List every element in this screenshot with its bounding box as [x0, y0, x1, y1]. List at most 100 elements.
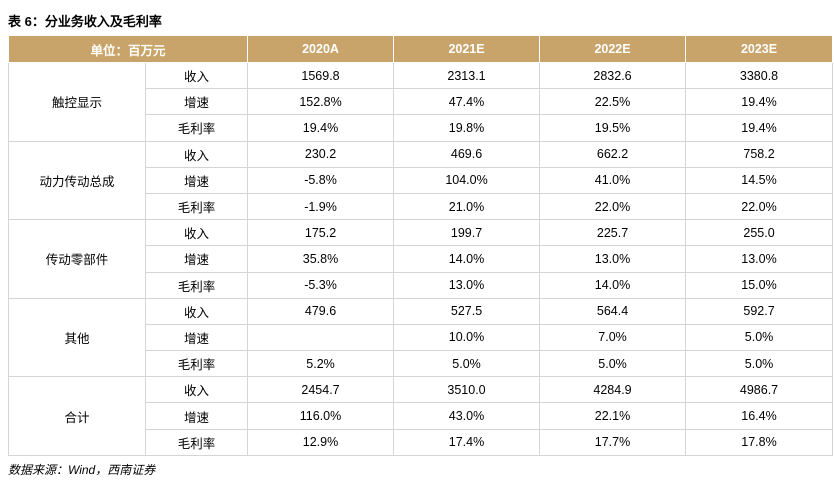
value-cell: 17.7%	[539, 428, 687, 456]
value-cell: 7.0%	[539, 323, 687, 352]
value-cell: 592.7	[685, 297, 834, 325]
header-cell: 2021E	[393, 35, 541, 63]
value-cell: 22.5%	[539, 88, 687, 116]
value-cell: 19.8%	[393, 114, 541, 142]
value-cell: 14.0%	[393, 245, 541, 273]
header-cell: 单位：百万元	[7, 35, 249, 63]
value-cell: 4284.9	[539, 376, 687, 404]
value-cell: 19.4%	[685, 88, 834, 116]
table-row: 毛利率 12.9% 17.4% 17.7% 17.8%	[9, 428, 834, 456]
row-label: 增速	[144, 245, 249, 273]
value-cell: 19.5%	[539, 114, 687, 142]
table-row: 触控显示 收入 1569.8 2313.1 2832.6 3380.8	[8, 61, 834, 142]
row-label: 收入	[144, 376, 249, 404]
row-label: 毛利率	[144, 192, 249, 221]
value-cell: 255.0	[685, 219, 834, 247]
row-label: 毛利率	[144, 350, 249, 378]
value-cell: 13.0%	[685, 245, 834, 273]
value-cell: 35.8%	[247, 245, 395, 273]
table-row: 其他 收入 479.6 527.5 564.4 592.7	[8, 297, 834, 378]
header-row: 单位：百万元 2020A 2021E 2022E 2023E	[7, 35, 834, 63]
header-cell: 2022E	[539, 35, 687, 63]
value-cell: 16.4%	[685, 402, 834, 430]
value-cell: 19.4%	[685, 114, 834, 142]
row-label: 毛利率	[144, 271, 249, 299]
value-cell: 14.5%	[685, 166, 834, 194]
value-cell: 2313.1	[393, 61, 541, 90]
value-cell: -5.3%	[247, 271, 395, 299]
value-cell: 5.0%	[685, 323, 834, 352]
table: 单位：百万元 2020A 2021E 2022E 2023E 触控显示 收入 1569.8 2…	[7, 35, 834, 456]
value-cell: 22.0%	[685, 192, 834, 221]
group-cell: 动力传动总成	[8, 140, 146, 221]
table-row: 毛利率 5.2% 5.0% 5.0% 5.0%	[9, 350, 834, 378]
row-label: 收入	[144, 61, 249, 90]
value-cell: 43.0%	[393, 402, 541, 430]
value-cell: 230.2	[247, 140, 395, 168]
row-label: 毛利率	[144, 428, 249, 456]
value-cell: 152.8%	[247, 88, 395, 116]
row-label: 增速	[144, 323, 249, 352]
table-row: 动力传动总成 收入 230.2 469.6 662.2 758.2	[8, 140, 834, 221]
value-cell: 14.0%	[539, 271, 687, 299]
value-cell: 19.4%	[247, 114, 395, 142]
row-label: 增速	[144, 88, 249, 116]
group-cell: 合计	[8, 376, 146, 456]
value-cell: 41.0%	[539, 166, 687, 194]
value-cell: 527.5	[393, 297, 541, 325]
value-cell: 12.9%	[247, 428, 395, 456]
table-title: 表 6：分业务收入及毛利率	[8, 14, 162, 29]
value-cell: 2454.7	[247, 376, 395, 404]
value-cell: 22.0%	[539, 192, 687, 221]
table-row: 增速 152.8% 47.4% 22.5% 19.4%	[9, 88, 834, 116]
empty-cell	[247, 323, 395, 352]
table-row: 合计 收入 2454.7 3510.0 4284.9 4986.7	[8, 376, 834, 456]
value-cell: 22.1%	[539, 402, 687, 430]
value-cell: -1.9%	[247, 192, 395, 221]
value-cell: 758.2	[685, 140, 834, 168]
value-cell: 5.2%	[247, 350, 395, 378]
value-cell: -5.8%	[247, 166, 395, 194]
row-label: 增速	[144, 166, 249, 194]
table-row: 传动零部件 收入 175.2 199.7 225.7 255.0	[8, 219, 834, 299]
value-cell: 662.2	[539, 140, 687, 168]
header-cell: 2023E	[685, 35, 834, 63]
value-cell: 3510.0	[393, 376, 541, 404]
value-cell: 15.0%	[685, 271, 834, 299]
value-cell: 1569.8	[247, 61, 395, 90]
table-row: 增速 35.8% 14.0% 13.0% 13.0%	[9, 245, 834, 273]
value-cell: 2832.6	[539, 61, 687, 90]
value-cell: 225.7	[539, 219, 687, 247]
value-cell: 4986.7	[685, 376, 834, 404]
value-cell: 116.0%	[247, 402, 395, 430]
value-cell: 17.4%	[393, 428, 541, 456]
group-cell: 其他	[8, 297, 146, 378]
value-cell: 13.0%	[539, 245, 687, 273]
value-cell: 13.0%	[393, 271, 541, 299]
table-row: 毛利率 19.4% 19.8% 19.5% 19.4%	[9, 114, 834, 142]
value-cell: 10.0%	[393, 323, 541, 352]
value-cell: 5.0%	[539, 350, 687, 378]
value-cell: 21.0%	[393, 192, 541, 221]
value-cell: 469.6	[393, 140, 541, 168]
value-cell: 104.0%	[393, 166, 541, 194]
table-row: 增速 10.0% 7.0% 5.0%	[9, 323, 834, 352]
row-label: 收入	[144, 219, 249, 247]
group-cell: 传动零部件	[8, 219, 146, 299]
value-cell: 47.4%	[393, 88, 541, 116]
value-cell: 5.0%	[685, 350, 834, 378]
value-cell: 199.7	[393, 219, 541, 247]
value-cell: 564.4	[539, 297, 687, 325]
row-label: 毛利率	[144, 114, 249, 142]
header-cell: 2020A	[247, 35, 395, 63]
value-cell: 17.8%	[685, 428, 834, 456]
group-cell: 触控显示	[8, 62, 146, 142]
value-cell: 5.0%	[393, 350, 541, 378]
table-row: 毛利率 -1.9% 21.0% 22.0% 22.0%	[9, 192, 834, 221]
source-note: 数据来源：Wind，西南证券	[8, 463, 156, 477]
table-body: 触控显示 收入 1569.8 2313.1 2832.6 3380.8 增速 152.8% 47…	[8, 61, 834, 456]
row-label: 增速	[144, 402, 249, 430]
table-row: 增速 -5.8% 104.0% 41.0% 14.5%	[9, 166, 834, 194]
row-label: 收入	[144, 297, 249, 325]
